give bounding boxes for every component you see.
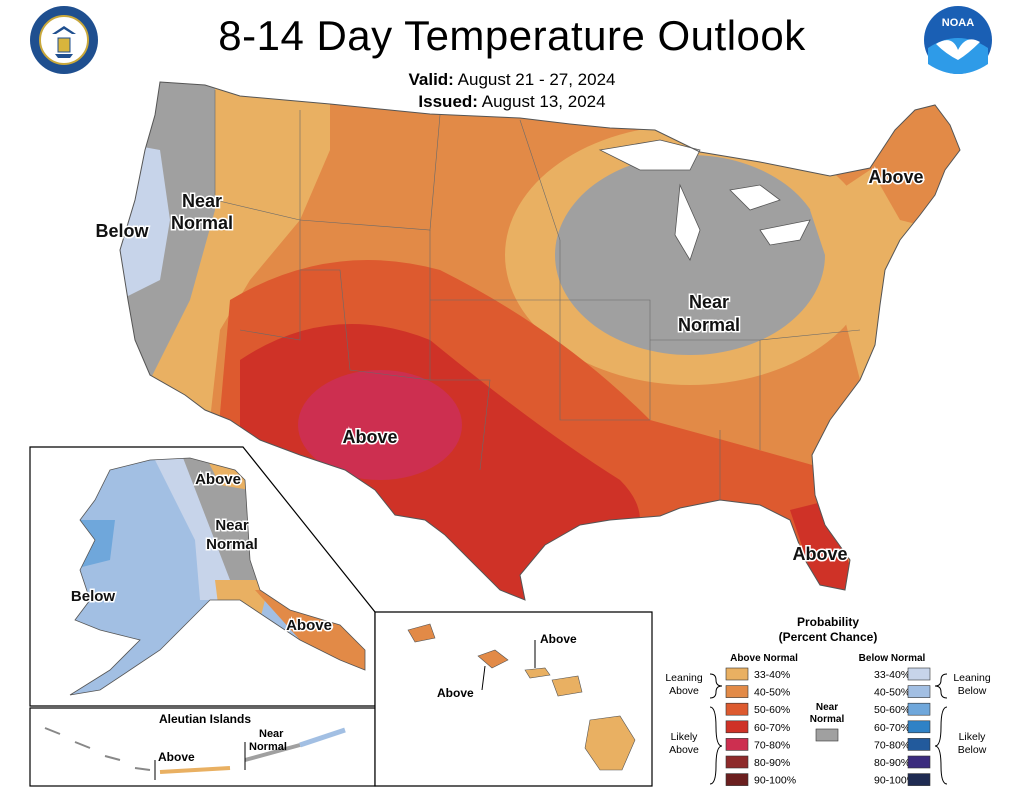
legend-likely-below-1: Likely xyxy=(959,731,987,743)
legend-likely-above-1: Likely xyxy=(671,731,699,743)
legend-above-header: Above Normal xyxy=(730,653,798,664)
issued-date: Issued: August 13, 2024 xyxy=(0,92,1024,112)
legend-above-swatch xyxy=(725,667,749,681)
legend-above-swatch xyxy=(725,738,749,751)
probability-legend: Probability (Percent Chance) Above Norma… xyxy=(665,615,991,787)
issued-label: Issued: xyxy=(418,92,478,111)
legend-likely-below-2: Below xyxy=(958,744,987,756)
legend-below-swatches: 33-40% 40-50% 50-60% 60-70% 70-80% 80-90% 90-1… xyxy=(874,667,931,787)
label-midwest-near-1: Near xyxy=(689,292,729,312)
legend-below-swatch xyxy=(907,773,931,786)
valid-dates: Valid: August 21 - 27, 2024 xyxy=(0,70,1024,90)
legend-below-range: 80-90% xyxy=(874,757,910,769)
legend-below-range: 33-40% xyxy=(874,669,910,681)
ak-label-near-2: Normal xyxy=(206,536,258,553)
legend-above-range: 50-60% xyxy=(754,704,790,716)
legend-below-swatch xyxy=(907,685,931,698)
page-title: 8-14 Day Temperature Outlook xyxy=(218,12,806,59)
ak-label-below: Below xyxy=(71,588,116,605)
ak-label-near-1: Near xyxy=(215,517,249,534)
label-southwest-above: Above xyxy=(342,427,397,447)
ak-label-above-se: Above xyxy=(286,617,332,634)
legend-below-header: Below Normal xyxy=(859,653,926,664)
legend-above-range: 40-50% xyxy=(754,687,790,699)
legend-leaning-below-2: Below xyxy=(958,685,987,697)
legend-above-swatch xyxy=(725,755,749,769)
legend-above-range: 80-90% xyxy=(754,757,790,769)
label-midwest-near-2: Normal xyxy=(678,315,740,335)
legend-title-1: Probability xyxy=(797,615,859,629)
aleutian-near-2: Normal xyxy=(249,741,287,753)
valid-label: Valid: xyxy=(408,70,454,89)
noaa-logo-icon: NOAA xyxy=(924,6,992,74)
legend-leaning-above-2: Above xyxy=(669,685,699,697)
doc-seal-icon xyxy=(30,6,98,74)
legend-below-swatch xyxy=(907,720,931,734)
legend-below-range: 70-80% xyxy=(874,739,910,751)
aleutian-above: Above xyxy=(158,750,195,764)
legend-leaning-above-1: Leaning xyxy=(665,672,703,684)
legend-likely-above-2: Above xyxy=(669,744,699,756)
legend-below-swatch xyxy=(907,702,931,716)
legend-above-range: 90-100% xyxy=(754,775,796,787)
valid-value: August 21 - 27, 2024 xyxy=(457,70,616,89)
legend-leaning-below-1: Leaning xyxy=(953,672,991,684)
legend-title-2: (Percent Chance) xyxy=(779,630,878,644)
ak-label-above-north: Above xyxy=(195,471,241,488)
legend-above-swatch xyxy=(725,702,749,716)
svg-text:NOAA: NOAA xyxy=(942,17,974,29)
legend-above-swatch xyxy=(725,685,749,698)
legend-above-swatches: 33-40% 40-50% 50-60% 60-70% 70-80% 80-90% 90-1… xyxy=(725,667,796,787)
legend-below-range: 60-70% xyxy=(874,722,910,734)
legend-near-swatch xyxy=(815,728,839,742)
hi-label-above-1: Above xyxy=(540,632,577,646)
legend-near-1: Near xyxy=(816,702,838,713)
label-west-near-1: Near xyxy=(182,191,222,211)
label-florida-above: Above xyxy=(792,544,847,564)
legend-above-swatch xyxy=(725,720,749,734)
aleutian-title: Aleutian Islands xyxy=(159,712,251,726)
legend-above-range: 33-40% xyxy=(754,669,790,681)
legend-above-range: 70-80% xyxy=(754,739,790,751)
hi-label-above-2: Above xyxy=(437,686,474,700)
legend-below-swatch xyxy=(907,755,931,769)
legend-above-swatch xyxy=(725,773,749,786)
label-west-below: Below xyxy=(95,221,149,241)
issued-value: August 13, 2024 xyxy=(481,92,606,111)
label-west-near-2: Normal xyxy=(171,213,233,233)
aleutian-near-1: Near xyxy=(259,728,284,740)
hawaii-inset xyxy=(374,611,653,787)
legend-below-swatch xyxy=(907,667,931,681)
legend-below-range: 40-50% xyxy=(874,687,910,699)
legend-below-range: 90-100% xyxy=(874,775,916,787)
legend-near-2: Normal xyxy=(810,714,845,725)
legend-below-range: 50-60% xyxy=(874,704,910,716)
legend-below-swatch xyxy=(907,738,931,751)
legend-above-range: 60-70% xyxy=(754,722,790,734)
label-northeast-above: Above xyxy=(868,167,923,187)
